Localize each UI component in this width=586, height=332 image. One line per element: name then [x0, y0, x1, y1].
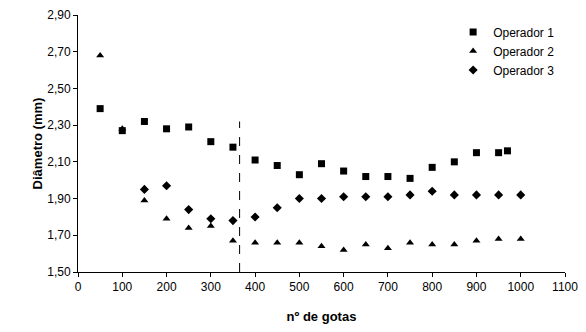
svg-text:2,50: 2,50 [47, 82, 71, 96]
svg-text:300: 300 [201, 280, 221, 294]
svg-text:2,90: 2,90 [47, 8, 71, 22]
svg-text:400: 400 [245, 280, 265, 294]
svg-text:1,90: 1,90 [47, 192, 71, 206]
svg-text:1,50: 1,50 [47, 265, 71, 279]
svg-text:100: 100 [112, 280, 132, 294]
svg-text:500: 500 [289, 280, 309, 294]
svg-text:200: 200 [157, 280, 177, 294]
svg-text:2,30: 2,30 [47, 118, 71, 132]
svg-text:1000: 1000 [507, 280, 534, 294]
svg-text:2,70: 2,70 [47, 45, 71, 59]
svg-text:1,70: 1,70 [47, 228, 71, 242]
svg-text:Diâmetro (mm): Diâmetro (mm) [30, 98, 45, 190]
svg-text:600: 600 [334, 280, 354, 294]
svg-text:Operador 3: Operador 3 [493, 64, 554, 78]
svg-text:2,10: 2,10 [47, 155, 71, 169]
svg-text:0: 0 [75, 280, 82, 294]
svg-text:Operador 2: Operador 2 [493, 45, 554, 59]
svg-text:Operador 1: Operador 1 [493, 26, 554, 40]
svg-text:700: 700 [378, 280, 398, 294]
svg-text:900: 900 [466, 280, 486, 294]
svg-text:800: 800 [422, 280, 442, 294]
svg-text:nº de gotas: nº de gotas [287, 309, 357, 324]
svg-text:1100: 1100 [552, 280, 578, 294]
